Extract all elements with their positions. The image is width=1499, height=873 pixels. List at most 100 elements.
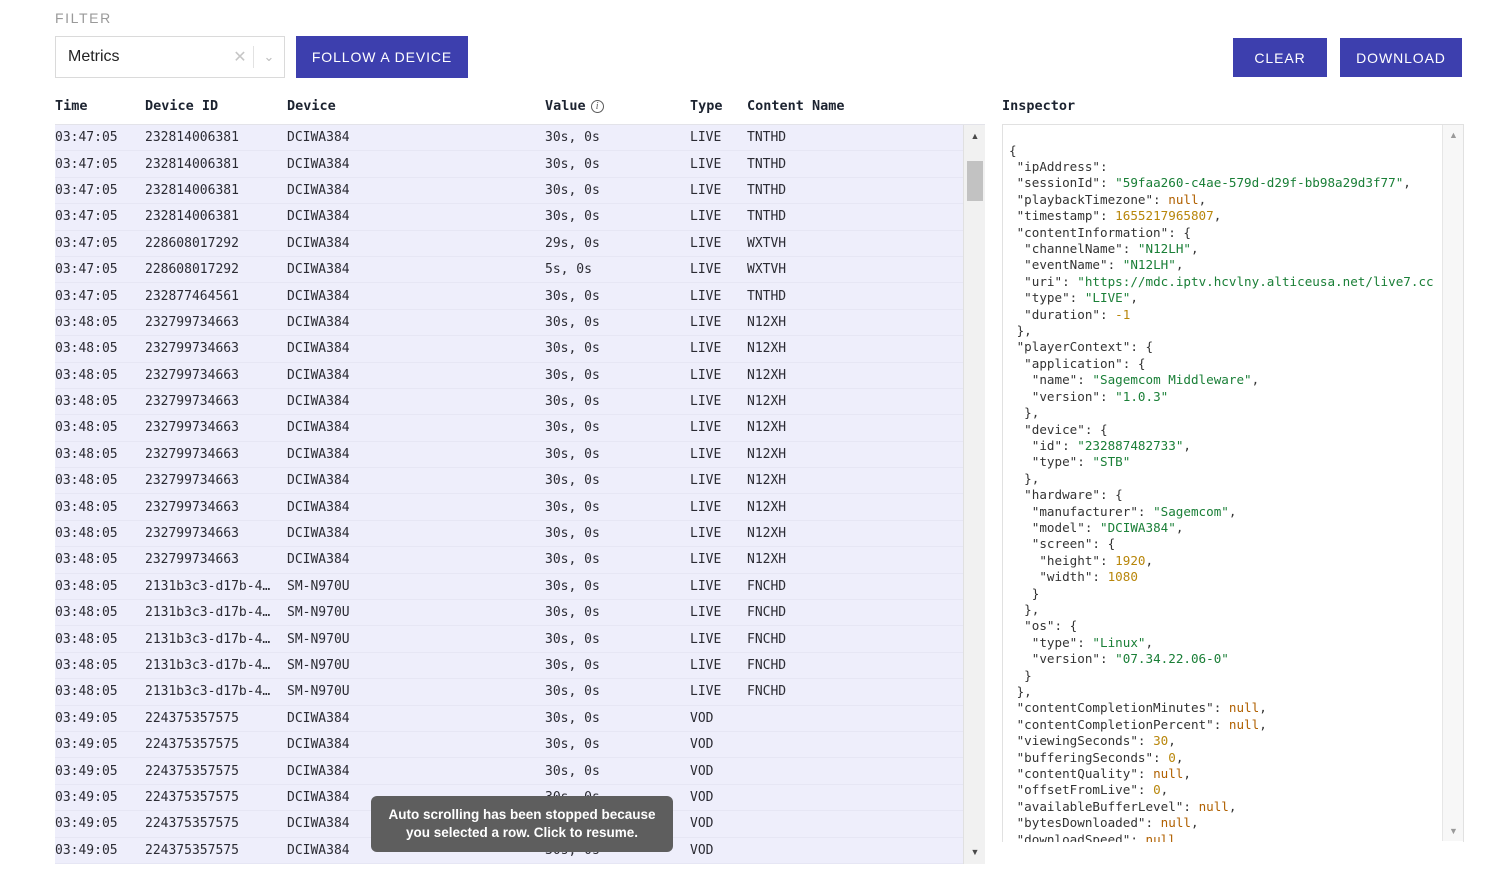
download-button[interactable]: DOWNLOAD	[1340, 38, 1462, 77]
table-vertical-scrollbar[interactable]: ▲ ▼	[963, 125, 985, 864]
scroll-down-icon[interactable]: ▼	[970, 847, 980, 857]
cell-content-name: N12XH	[747, 552, 787, 568]
clear-button[interactable]: CLEAR	[1233, 38, 1327, 77]
cell-time: 03:47:05	[55, 182, 118, 198]
select-divider	[253, 46, 254, 68]
table-row[interactable]: 03:48:05 232799734663 DCIWA384 30s, 0s LIVE N…	[55, 309, 963, 337]
cell-device: SM-N970U	[287, 578, 350, 594]
table-row[interactable]: 03:49:05 224375357575 DCIWA384 30s, 0s VOD	[55, 758, 963, 785]
cell-device: DCIWA384	[287, 710, 350, 726]
info-icon[interactable]: i	[590, 99, 604, 113]
cell-type: LIVE	[690, 209, 722, 225]
cell-device: SM-N970U	[287, 631, 350, 647]
scroll-up-icon[interactable]: ▲	[970, 131, 980, 141]
column-header-content-name[interactable]: Content Name	[747, 98, 845, 114]
inspector-scroll-down-icon[interactable]: ▼	[1449, 826, 1458, 836]
cell-device: DCIWA384	[287, 763, 350, 779]
cell-value: 30s, 0s	[545, 499, 600, 515]
cell-value: 30s, 0s	[545, 367, 600, 383]
table-row[interactable]: 03:48:05 232799734663 DCIWA384 30s, 0s LIVE N…	[55, 362, 963, 389]
cell-device: DCIWA384	[287, 156, 350, 172]
cell-device: DCIWA384	[287, 420, 350, 436]
cell-device-id: 232799734663	[145, 552, 239, 568]
inspector-scroll-up-icon[interactable]: ▲	[1449, 130, 1458, 140]
column-header-value[interactable]: Value i	[545, 96, 690, 114]
cell-content-name: FNCHD	[747, 658, 787, 673]
table-row[interactable]: 03:48:05 2131b3c3-d17b-4… SM-N970U 30s, 0s L…	[55, 600, 963, 627]
cell-device-id: 232799734663	[145, 420, 239, 436]
cell-content-name: TNTHD	[747, 182, 787, 198]
column-header-device-id[interactable]: Device ID	[145, 98, 219, 114]
table-row[interactable]: 03:48:05 2131b3c3-d17b-4… SM-N970U 30s, 0s L…	[55, 573, 963, 601]
chevron-down-icon[interactable]: ⌄	[263, 49, 275, 64]
cell-value: 30s, 0s	[545, 710, 600, 726]
cell-value: 30s, 0s	[545, 156, 600, 172]
column-header-type[interactable]: Type	[690, 98, 723, 114]
cell-type: LIVE	[690, 631, 722, 647]
table-row[interactable]: 03:48:05 232799734663 DCIWA384 30s, 0s LIVE N…	[55, 468, 963, 495]
cell-device: DCIWA384	[287, 209, 350, 225]
cell-value: 30s, 0s	[545, 420, 600, 436]
table-row[interactable]: 03:48:05 2131b3c3-d17b-4… SM-N970U 30s, 0s L…	[55, 652, 963, 680]
cell-device: DCIWA384	[287, 816, 350, 832]
table-row[interactable]: 03:48:05 232799734663 DCIWA384 30s, 0s LIVE N…	[55, 547, 963, 574]
cell-value: 30s, 0s	[545, 288, 600, 304]
metrics-filter-value: Metrics	[68, 48, 120, 65]
cell-value: 30s, 0s	[545, 658, 600, 673]
cell-device-id: 232814006381	[145, 156, 239, 172]
table-row[interactable]: 03:48:05 232799734663 DCIWA384 30s, 0s LIVE N…	[55, 388, 963, 416]
cell-device-id: 224375357575	[145, 816, 239, 832]
table-row[interactable]: 03:47:05 232814006381 DCIWA384 30s, 0s LIVE T…	[55, 151, 963, 178]
cell-time: 03:48:05	[55, 578, 118, 594]
cell-value: 30s, 0s	[545, 684, 600, 700]
table-row[interactable]: 03:49:05 224375357575 DCIWA384 30s, 0s VOD	[55, 705, 963, 732]
cell-content-name: TNTHD	[747, 130, 787, 146]
metrics-filter-select[interactable]: Metrics ✕ ⌄	[55, 36, 285, 78]
cell-value: 30s, 0s	[545, 446, 600, 462]
cell-device: DCIWA384	[287, 314, 350, 330]
table-row[interactable]: 03:47:05 228608017292 DCIWA384 29s, 0s LIVE W…	[55, 230, 963, 257]
cell-type: LIVE	[690, 156, 722, 172]
cell-content-name: TNTHD	[747, 288, 787, 304]
cell-time: 03:49:05	[55, 710, 118, 726]
follow-a-device-button[interactable]: FOLLOW A DEVICE	[296, 36, 468, 78]
cell-time: 03:47:05	[55, 288, 118, 304]
table-row[interactable]: 03:47:05 232814006381 DCIWA384 30s, 0s LIVE T…	[55, 125, 963, 152]
table-row[interactable]: 03:48:05 2131b3c3-d17b-4… SM-N970U 30s, 0s L…	[55, 679, 963, 706]
inspector-vertical-scrollbar[interactable]: ▲ ▼	[1442, 125, 1463, 841]
cell-time: 03:48:05	[55, 446, 118, 462]
table-row[interactable]: 03:48:05 232799734663 DCIWA384 30s, 0s LIVE N…	[55, 415, 963, 442]
cell-time: 03:49:05	[55, 816, 118, 832]
cell-type: LIVE	[690, 499, 722, 515]
table-row[interactable]: 03:48:05 2131b3c3-d17b-4… SM-N970U 30s, 0s L…	[55, 626, 963, 653]
cell-value: 30s, 0s	[545, 737, 600, 753]
table-row[interactable]: 03:48:05 232799734663 DCIWA384 30s, 0s LIVE N…	[55, 494, 963, 521]
metrics-table: Time Device ID Device Value i Type Conte…	[55, 96, 985, 864]
table-row[interactable]: 03:47:05 228608017292 DCIWA384 5s, 0s LIVE WX…	[55, 256, 963, 284]
cell-device: DCIWA384	[287, 262, 350, 278]
column-header-device[interactable]: Device	[287, 98, 336, 114]
cell-device-id: 232799734663	[145, 394, 239, 410]
table-row[interactable]: 03:49:05 224375357575 DCIWA384 30s, 0s VOD	[55, 731, 963, 759]
table-row[interactable]: 03:48:05 232799734663 DCIWA384 30s, 0s LIVE N…	[55, 441, 963, 469]
table-row[interactable]: 03:47:05 232814006381 DCIWA384 30s, 0s LIVE T…	[55, 177, 963, 205]
table-row[interactable]: 03:47:05 232814006381 DCIWA384 30s, 0s LIVE T…	[55, 204, 963, 231]
cell-type: LIVE	[690, 262, 722, 278]
cell-device-id: 224375357575	[145, 737, 239, 753]
table-row[interactable]: 03:47:05 232877464561 DCIWA384 30s, 0s LIVE T…	[55, 283, 963, 310]
column-header-time[interactable]: Time	[55, 98, 88, 114]
cell-time: 03:49:05	[55, 842, 118, 858]
table-row[interactable]: 03:48:05 232799734663 DCIWA384 30s, 0s LIVE N…	[55, 336, 963, 363]
cell-content-name: FNCHD	[747, 578, 787, 594]
table-scroll-thumb[interactable]	[967, 161, 983, 201]
cell-type: VOD	[690, 789, 714, 805]
cell-time: 03:48:05	[55, 394, 118, 410]
clear-filter-icon[interactable]: ✕	[233, 49, 247, 66]
auto-scroll-toast[interactable]: Auto scrolling has been stopped because …	[371, 796, 673, 852]
cell-type: LIVE	[690, 684, 722, 700]
cell-device-id: 224375357575	[145, 710, 239, 726]
cell-time: 03:49:05	[55, 789, 118, 805]
cell-device: SM-N970U	[287, 658, 350, 673]
table-row[interactable]: 03:48:05 232799734663 DCIWA384 30s, 0s LIVE N…	[55, 520, 963, 548]
cell-content-name: N12XH	[747, 499, 787, 515]
